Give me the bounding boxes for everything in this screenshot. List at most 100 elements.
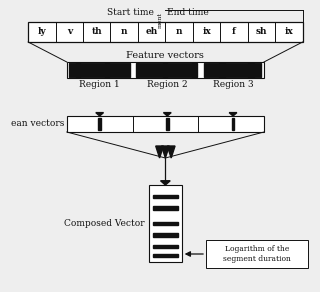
Bar (153, 206, 178, 210)
Bar (98, 118, 101, 130)
Bar (90, 63, 91, 77)
Bar (153, 245, 178, 248)
Bar (218, 63, 219, 77)
Bar (188, 63, 190, 77)
Text: Region 3: Region 3 (213, 80, 253, 89)
Bar (216, 63, 217, 77)
Bar (101, 63, 103, 77)
Bar (78, 63, 80, 77)
Text: ment: ment (158, 12, 163, 28)
Bar (140, 63, 141, 77)
Text: th: th (92, 27, 102, 36)
Bar (82, 63, 84, 77)
Text: Composed Vector: Composed Vector (64, 219, 145, 228)
Bar (187, 63, 188, 77)
Bar (237, 63, 238, 77)
Bar (239, 63, 240, 77)
Bar (117, 63, 118, 77)
Bar (221, 63, 223, 77)
Bar (76, 63, 78, 77)
Text: ly: ly (37, 27, 46, 36)
Bar (138, 63, 140, 77)
Text: eh: eh (146, 27, 158, 36)
Bar (106, 63, 107, 77)
Bar (146, 63, 147, 77)
Bar (181, 63, 182, 77)
Polygon shape (229, 113, 237, 116)
Bar (113, 63, 114, 77)
Bar (177, 63, 178, 77)
Bar (166, 118, 169, 130)
Bar (136, 63, 138, 77)
Bar (142, 63, 143, 77)
Text: ean vectors: ean vectors (11, 119, 64, 128)
Text: Logarithm of the
segment duration: Logarithm of the segment duration (223, 245, 291, 263)
Polygon shape (96, 113, 104, 116)
Bar (69, 63, 70, 77)
Bar (156, 63, 157, 77)
Text: Feature vectors: Feature vectors (126, 51, 204, 60)
Bar (227, 63, 228, 77)
Bar (71, 63, 72, 77)
Bar (194, 63, 196, 77)
Bar (100, 63, 101, 77)
Bar (123, 63, 124, 77)
Bar (127, 63, 128, 77)
Bar (212, 63, 213, 77)
Bar (92, 63, 93, 77)
Bar (152, 63, 153, 77)
Bar (153, 222, 178, 225)
Bar (210, 63, 211, 77)
Text: End time: End time (167, 8, 209, 17)
Bar (183, 63, 184, 77)
Bar (204, 63, 205, 77)
Bar (28, 22, 303, 42)
Bar (243, 63, 244, 77)
Bar (109, 63, 110, 77)
Polygon shape (162, 146, 169, 158)
Bar (223, 63, 225, 77)
Bar (185, 63, 186, 77)
Bar (125, 63, 126, 77)
Bar (153, 233, 178, 237)
Bar (225, 63, 227, 77)
Text: v: v (67, 27, 72, 36)
Bar (244, 63, 246, 77)
Bar (115, 63, 116, 77)
Bar (229, 63, 230, 77)
Polygon shape (167, 146, 175, 158)
Bar (206, 240, 308, 268)
Bar (171, 63, 172, 77)
Bar (88, 63, 89, 77)
Bar (214, 63, 215, 77)
Bar (169, 63, 171, 77)
Bar (129, 63, 130, 77)
Polygon shape (156, 146, 164, 158)
Text: Region 1: Region 1 (79, 80, 120, 89)
Bar (179, 63, 180, 77)
Bar (196, 63, 197, 77)
Bar (144, 63, 145, 77)
Bar (162, 63, 163, 77)
Bar (249, 63, 250, 77)
Bar (192, 63, 194, 77)
Bar (94, 63, 95, 77)
Bar (98, 63, 99, 77)
Text: ix: ix (202, 27, 211, 36)
Bar (233, 63, 234, 77)
Bar (254, 63, 255, 77)
Bar (235, 63, 236, 77)
Text: Start time: Start time (107, 8, 154, 17)
Bar (190, 63, 192, 77)
Bar (231, 63, 232, 77)
Bar (220, 63, 221, 77)
Bar (158, 63, 159, 77)
Bar (208, 63, 209, 77)
Bar (160, 63, 161, 77)
Bar (232, 118, 235, 130)
Bar (67, 62, 264, 78)
Text: Region 2: Region 2 (147, 80, 188, 89)
Bar (80, 63, 82, 77)
Polygon shape (164, 113, 171, 116)
Bar (258, 63, 259, 77)
